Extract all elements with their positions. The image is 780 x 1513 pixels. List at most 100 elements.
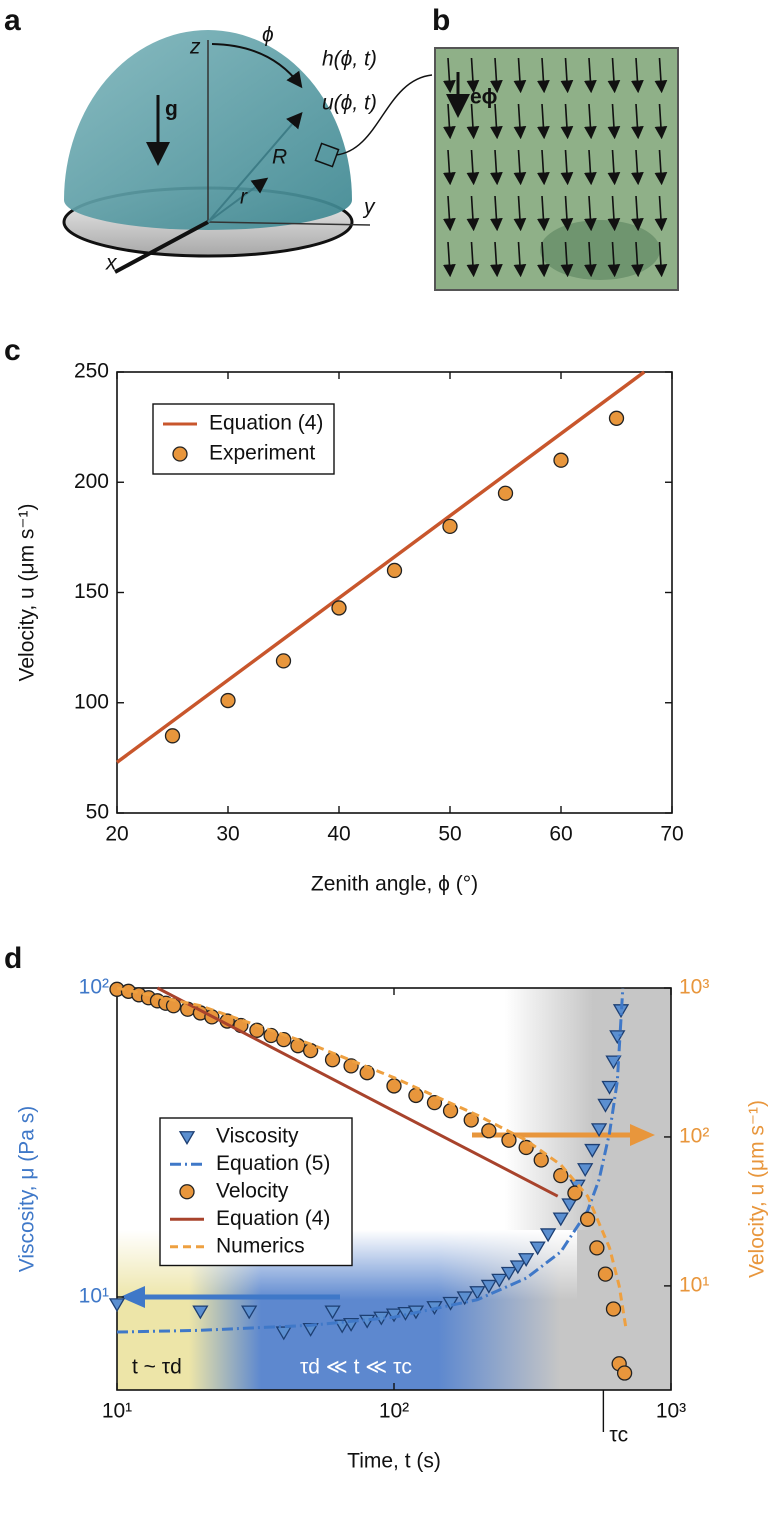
x-tick-label: 60 — [549, 823, 572, 846]
flow-arrow — [466, 241, 480, 278]
point — [480, 1279, 497, 1294]
y2-tick-label: 10³ — [679, 976, 709, 999]
x-tick-label: 40 — [327, 823, 350, 846]
flow-arrow — [584, 241, 597, 278]
legend-label: Equation (4) — [209, 412, 323, 435]
point — [463, 1112, 479, 1128]
point — [553, 1167, 569, 1184]
label: g — [165, 98, 178, 121]
flow-arrow — [513, 149, 527, 186]
flow-arrow — [607, 103, 621, 140]
panel-label: a — [4, 4, 21, 37]
x-tick-label: 30 — [216, 823, 239, 846]
label: ϕ — [262, 24, 274, 47]
flow-arrow — [466, 149, 480, 186]
point — [518, 1253, 535, 1268]
y-tick-label: 10¹ — [79, 1285, 109, 1308]
flow-arrow — [560, 57, 574, 94]
point — [509, 1260, 526, 1275]
point — [601, 1080, 618, 1095]
flow-arrow — [631, 241, 644, 278]
panel-label: b — [432, 4, 450, 37]
flow-arrow — [584, 195, 597, 232]
x-axis-label: Zenith angle, ϕ (°) — [311, 873, 478, 896]
flow-arrow — [631, 195, 644, 232]
flow-arrow — [607, 57, 621, 94]
flow-arrow — [654, 57, 668, 94]
y-tick-label: 50 — [86, 801, 109, 824]
label: z — [189, 36, 201, 59]
point — [577, 1163, 594, 1178]
x-axis-label: Time, t (s) — [347, 1450, 441, 1473]
label: y — [362, 196, 376, 219]
point — [386, 562, 403, 579]
point — [609, 1030, 626, 1045]
r-arrow — [207, 177, 269, 223]
flow-arrow — [513, 241, 527, 278]
point — [491, 1273, 508, 1288]
flow-arrow — [654, 241, 668, 278]
element — [314, 142, 340, 168]
legend-label: Equation (5) — [216, 1152, 330, 1175]
flow-arrow — [560, 241, 574, 278]
flow-arrow — [607, 195, 621, 232]
photo-b: b eϕ — [432, 4, 679, 291]
y-axis-label: Viscosity, μ (Pa s) — [16, 1106, 39, 1273]
flow-arrow — [490, 195, 503, 232]
point — [108, 1298, 126, 1313]
annotation: τd ≪ t ≪ τc — [300, 1356, 412, 1379]
radius — [207, 111, 303, 223]
tau-c-label: τc — [609, 1424, 628, 1447]
legend-label: Experiment — [209, 442, 315, 465]
point — [331, 600, 347, 616]
y-tick-label: 10² — [79, 976, 109, 999]
point — [539, 1228, 557, 1243]
legend-swatch — [179, 1184, 195, 1200]
series-line — [116, 986, 628, 1331]
flow-arrow — [560, 195, 574, 232]
phi-arc — [211, 43, 303, 89]
point — [597, 1098, 614, 1113]
point — [567, 1185, 583, 1201]
y-tick-label: 250 — [74, 360, 109, 383]
y2-axis-label: Velocity, u (μm s⁻¹) — [746, 1100, 769, 1278]
point — [426, 1094, 443, 1111]
flow-arrow — [537, 103, 550, 140]
diagram-a: a z ϕ h(ϕ, t) u(ϕ, t) g R r y x — [4, 4, 433, 275]
flow-arrow — [631, 103, 644, 140]
point — [529, 1241, 546, 1256]
flow-arrow — [513, 195, 527, 232]
point — [334, 1319, 351, 1334]
point — [408, 1087, 424, 1104]
flow-arrow — [513, 103, 527, 140]
label: r — [240, 186, 248, 209]
point — [584, 1143, 601, 1158]
point — [324, 1305, 341, 1320]
leader — [335, 74, 433, 156]
point — [533, 1152, 549, 1168]
point — [589, 1240, 605, 1256]
y2-tick-label: 10² — [679, 1124, 709, 1147]
flow-arrow — [654, 149, 668, 186]
series-line — [156, 986, 559, 1198]
flow-arrow — [654, 195, 668, 232]
annotation: t ~ τd — [132, 1356, 182, 1379]
series-line — [116, 987, 625, 1334]
flow-arrow — [537, 57, 550, 94]
point — [442, 518, 458, 534]
y-tick-label: 100 — [74, 690, 109, 713]
panel-label: c — [4, 334, 21, 367]
point — [456, 1291, 473, 1306]
x-tick-label: 70 — [660, 823, 683, 846]
flow-arrow — [560, 149, 574, 186]
legend-label: Viscosity — [216, 1124, 299, 1147]
label: u(ϕ, t) — [322, 92, 377, 115]
point — [442, 1103, 459, 1119]
flow-arrow — [584, 149, 597, 186]
point — [616, 1365, 633, 1381]
point — [561, 1198, 578, 1213]
point — [579, 1211, 596, 1227]
point — [481, 1123, 497, 1139]
flow-arrow — [607, 241, 621, 278]
